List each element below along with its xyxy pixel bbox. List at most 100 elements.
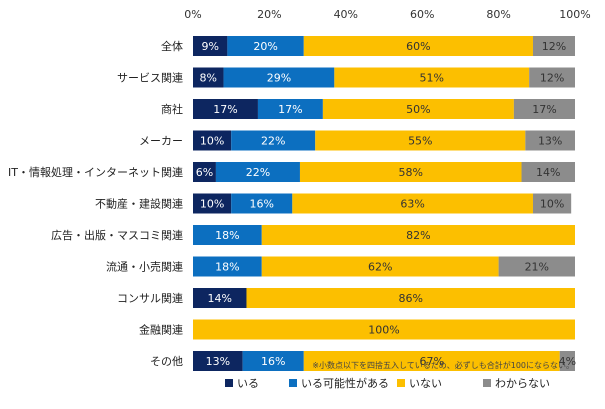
bar-value-label: 82% [406, 229, 430, 242]
bar-segment [303, 351, 560, 371]
bar-segment [242, 351, 304, 371]
bar-value-label: 20% [253, 40, 277, 53]
legend-label: いない [409, 377, 442, 390]
bar-segment [215, 162, 300, 182]
bar-segment [532, 36, 575, 56]
bar-value-label: 50% [406, 103, 430, 116]
bar-value-label: 10% [200, 135, 224, 148]
bar-value-label: 17% [213, 103, 237, 116]
bar-segment [322, 99, 514, 119]
bar-value-label: 16% [250, 198, 274, 211]
bar-value-label: 8% [200, 72, 217, 85]
bar-segment [315, 130, 526, 151]
bar-value-label: 4% [559, 355, 576, 368]
bars [193, 36, 576, 371]
bar-segment [193, 351, 243, 371]
bar-value-label: 16% [261, 355, 285, 368]
bar-segment [559, 351, 575, 371]
x-tick-label: 100% [559, 8, 590, 21]
bar-segment [529, 67, 575, 88]
bar-segment [193, 67, 224, 88]
bar-value-label: 10% [540, 198, 564, 211]
bar-segment [193, 36, 228, 56]
category-label: 商社 [161, 102, 183, 116]
bar-segment [299, 162, 522, 182]
bar-value-label: 18% [215, 229, 239, 242]
bar-segment [193, 256, 262, 277]
x-tick-label: 20% [257, 8, 281, 21]
bar-value-label: 6% [196, 166, 213, 179]
bar-value-label: 9% [201, 40, 218, 53]
bar-value-label: 58% [399, 166, 423, 179]
bar-value-label: 100% [368, 324, 399, 337]
bar-segment [513, 99, 575, 119]
legend-swatch [225, 379, 233, 387]
x-tick-label: 60% [410, 8, 434, 21]
bar-value-label: 51% [420, 72, 444, 85]
bar-segment [521, 162, 575, 182]
legend-label: いる [237, 377, 259, 390]
bar-value-label: 21% [525, 261, 549, 274]
bar-segment [223, 67, 335, 88]
legend-swatch [483, 379, 491, 387]
x-tick-label: 0% [184, 8, 201, 21]
category-label: サービス関連 [117, 71, 183, 85]
bar-segment [292, 193, 533, 214]
bar-segment [193, 99, 258, 119]
category-label: 広告・出版・マスコミ関連 [51, 228, 183, 242]
bar-segment [261, 256, 499, 277]
bar-value-label: 14% [536, 166, 560, 179]
category-label: 流通・小売関連 [106, 260, 183, 274]
bar-segment [303, 36, 533, 56]
bar-segment [193, 162, 216, 182]
bar-value-label: 60% [406, 40, 430, 53]
category-label: メーカー [139, 135, 183, 148]
bar-value-label: 14% [208, 292, 232, 305]
category-label: 不動産・建設関連 [95, 197, 183, 211]
bar-segment [193, 225, 262, 245]
category-label: その他 [150, 355, 183, 368]
bar-value-label: 62% [368, 261, 392, 274]
category-label: コンサル関連 [117, 291, 183, 305]
bar-value-label: 12% [542, 40, 566, 53]
bar-segment [227, 36, 304, 56]
chart-annotation: ※小数点以下を四捨五入しているため、必ずしも合計が100にならない。 [312, 360, 574, 370]
x-axis-ticks: 0% 20% 40% 60% 80% 100% [184, 8, 590, 21]
x-tick-label: 40% [334, 8, 358, 21]
legend: いる いる可能性がある いない わからない [225, 376, 550, 390]
bar-segment [257, 99, 323, 119]
bar-segment [231, 130, 316, 151]
bar-segment [532, 193, 572, 214]
bar-value-label: 86% [399, 292, 423, 305]
bar-value-label: 18% [215, 261, 239, 274]
bar-segment [334, 67, 530, 88]
bar-value-label: 63% [400, 198, 424, 211]
bar-segment [193, 193, 232, 214]
legend-label: わからない [495, 377, 550, 390]
bar-value-label: 12% [540, 72, 564, 85]
bar-value-label: 10% [200, 198, 224, 211]
bar-value-label: 13% [538, 135, 562, 148]
legend-swatch [289, 379, 297, 387]
bar-segment [231, 193, 293, 214]
category-label: IT・情報処理・インターネット関連 [8, 165, 183, 179]
bar-segment [193, 288, 247, 308]
bar-data-labels: 9% 20% 60% 12% 8% 29% 51% 12% 17% 17% 50% 17% 10% 22%… [196, 40, 576, 368]
bar-value-label: 22% [246, 166, 270, 179]
bar-value-label: 17% [278, 103, 302, 116]
bar-value-label: 29% [267, 72, 291, 85]
bar-value-label: 17% [532, 103, 556, 116]
bar-segment [193, 319, 575, 340]
bar-segment [246, 288, 576, 308]
bar-value-label: 67% [420, 355, 444, 368]
bar-value-label: 22% [261, 135, 285, 148]
bar-value-label: 13% [206, 355, 230, 368]
category-label: 金融関連 [139, 323, 183, 337]
legend-swatch [397, 379, 405, 387]
bar-segment [525, 130, 575, 151]
bar-segment [498, 256, 575, 277]
bar-segment [193, 130, 232, 151]
